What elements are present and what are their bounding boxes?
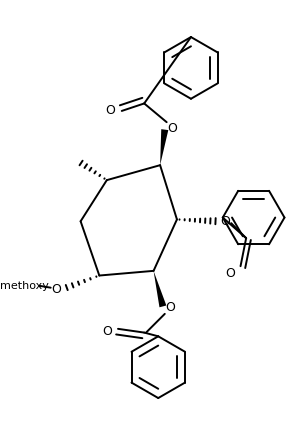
- Text: O: O: [167, 122, 177, 135]
- Text: methoxy: methoxy: [0, 281, 49, 291]
- Text: O: O: [221, 215, 230, 228]
- Text: O: O: [51, 283, 61, 296]
- Text: O: O: [106, 104, 115, 117]
- Text: O: O: [225, 267, 235, 280]
- Polygon shape: [154, 271, 166, 307]
- Polygon shape: [160, 129, 168, 165]
- Text: O: O: [166, 301, 175, 314]
- Text: O: O: [102, 325, 112, 338]
